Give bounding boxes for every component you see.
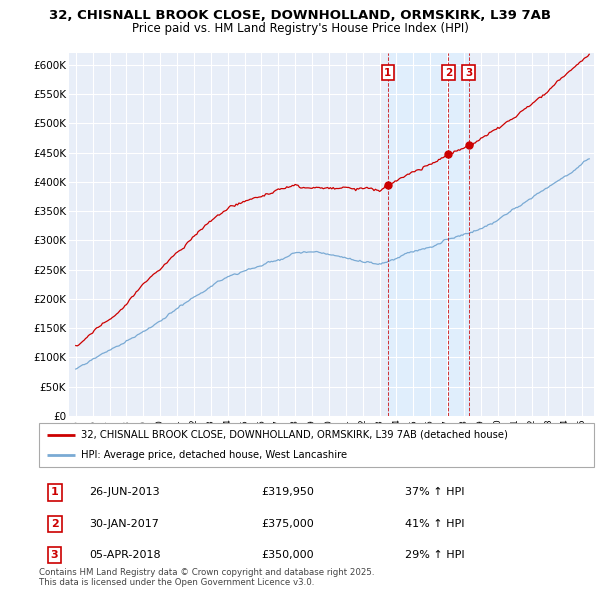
Text: 2: 2: [50, 519, 58, 529]
Text: HPI: Average price, detached house, West Lancashire: HPI: Average price, detached house, West…: [80, 450, 347, 460]
Text: Price paid vs. HM Land Registry's House Price Index (HPI): Price paid vs. HM Land Registry's House …: [131, 22, 469, 35]
Text: 1: 1: [384, 68, 392, 78]
Text: £350,000: £350,000: [261, 550, 314, 560]
Text: 26-JUN-2013: 26-JUN-2013: [89, 487, 160, 497]
Text: £319,950: £319,950: [261, 487, 314, 497]
Text: 29% ↑ HPI: 29% ↑ HPI: [406, 550, 465, 560]
Text: 32, CHISNALL BROOK CLOSE, DOWNHOLLAND, ORMSKIRK, L39 7AB: 32, CHISNALL BROOK CLOSE, DOWNHOLLAND, O…: [49, 9, 551, 22]
Text: 1: 1: [50, 487, 58, 497]
Text: 32, CHISNALL BROOK CLOSE, DOWNHOLLAND, ORMSKIRK, L39 7AB (detached house): 32, CHISNALL BROOK CLOSE, DOWNHOLLAND, O…: [80, 430, 508, 440]
Bar: [388, 53, 469, 416]
Text: Contains HM Land Registry data © Crown copyright and database right 2025.
This d: Contains HM Land Registry data © Crown c…: [39, 568, 374, 587]
Text: 37% ↑ HPI: 37% ↑ HPI: [406, 487, 465, 497]
Text: 30-JAN-2017: 30-JAN-2017: [89, 519, 159, 529]
Text: 05-APR-2018: 05-APR-2018: [89, 550, 161, 560]
Text: 3: 3: [465, 68, 472, 78]
Text: £375,000: £375,000: [261, 519, 314, 529]
Text: 3: 3: [51, 550, 58, 560]
Text: 2: 2: [445, 68, 452, 78]
Text: 41% ↑ HPI: 41% ↑ HPI: [406, 519, 465, 529]
